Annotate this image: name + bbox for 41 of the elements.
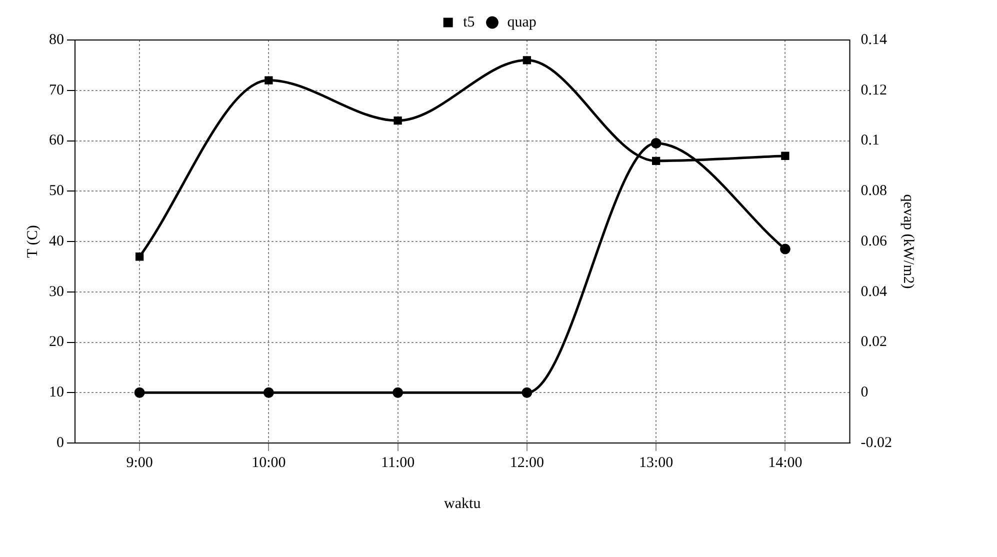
- point: [134, 387, 145, 398]
- y-tick-label: 70: [49, 82, 64, 98]
- y2-tick-label: -0.02: [860, 434, 892, 451]
- x-tick-label: 13:00: [638, 454, 674, 471]
- point: [263, 387, 274, 398]
- y2-tick-label: 0.12: [860, 82, 888, 98]
- y-tick-label: 10: [49, 384, 64, 401]
- y-tick-label: 0: [56, 434, 64, 451]
- y2-axis-title: qevap (kW/m2): [900, 194, 916, 289]
- y2-tick-label: 0.04: [860, 284, 888, 300]
- y2-tick-label: 0.06: [860, 233, 888, 250]
- point: [264, 76, 273, 84]
- y2-tick-label: 0.08: [860, 183, 888, 200]
- x-tick-label: 12:00: [510, 454, 544, 471]
- y2-tick-label: 0.14: [860, 32, 888, 48]
- y-tick-label: 50: [49, 183, 64, 200]
- y-tick-label: 20: [49, 334, 64, 350]
- y-axis-title: T (C): [24, 225, 41, 258]
- legend-label: t5: [463, 14, 475, 30]
- point: [522, 56, 532, 64]
- x-tick-label: 11:00: [381, 454, 415, 471]
- point: [522, 387, 532, 398]
- y2-tick-label: 0.02: [860, 334, 888, 350]
- y2-tick-label: 0: [860, 384, 868, 401]
- y-tick-label: 60: [49, 132, 64, 149]
- x-tick-label: 10:00: [252, 454, 286, 471]
- y-tick-label: 80: [49, 32, 64, 48]
- point: [780, 244, 790, 254]
- point: [652, 156, 660, 165]
- y-tick-label: 30: [49, 284, 64, 300]
- x-tick-label: 14:00: [768, 454, 802, 471]
- point: [650, 138, 662, 149]
- point: [394, 116, 402, 125]
- point: [135, 252, 144, 261]
- legend-label: quap: [507, 14, 536, 30]
- point: [392, 387, 404, 398]
- point: [781, 152, 790, 160]
- x-tick-label: 9:00: [126, 454, 153, 471]
- y-tick-label: 40: [49, 233, 64, 250]
- x-axis-title: waktu: [444, 496, 482, 512]
- y2-tick-label: 0.1: [860, 132, 880, 149]
